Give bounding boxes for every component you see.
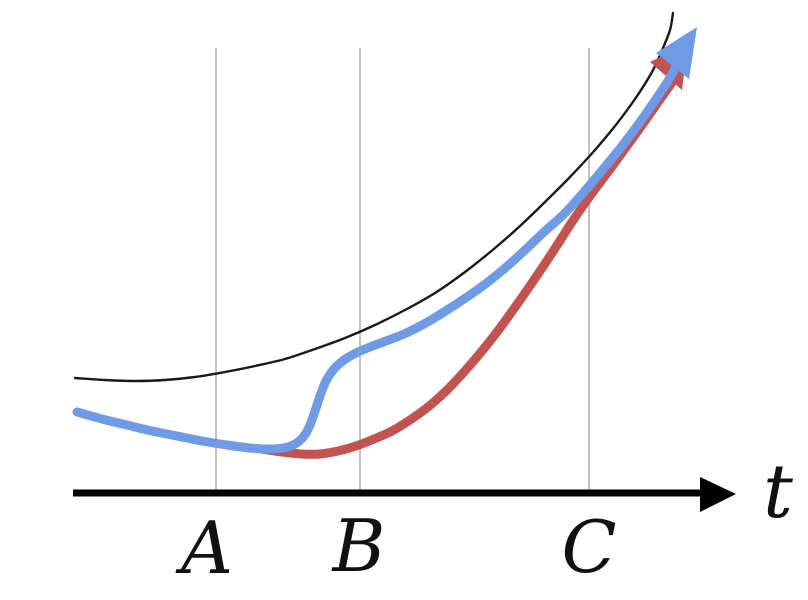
tick-label-c: C bbox=[561, 505, 617, 589]
smooth-exponential-trend bbox=[73, 11, 675, 383]
tick-label-a: A bbox=[181, 506, 233, 590]
time-axis-label: t bbox=[763, 449, 793, 535]
time-axis-arrowhead bbox=[700, 477, 736, 512]
tick-label-b: B bbox=[332, 504, 386, 588]
fast-takeoff-curve-arrowhead bbox=[656, 27, 697, 79]
fast-takeoff-curve bbox=[72, 62, 681, 454]
